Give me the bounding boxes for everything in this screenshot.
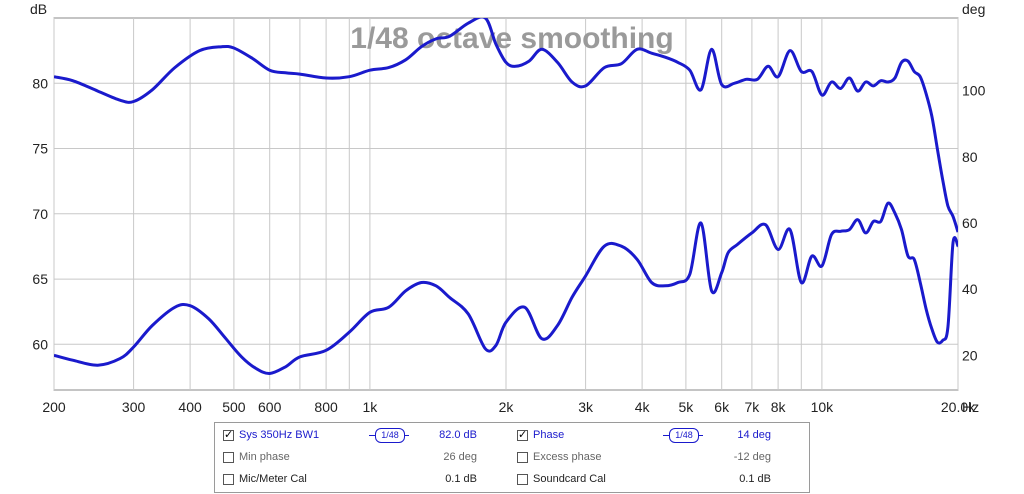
x-tick-label: 10k	[811, 399, 835, 415]
right-axis-unit: deg	[962, 1, 985, 17]
legend-label: Soundcard Cal	[533, 473, 606, 485]
y-right-tick-label: 20	[962, 347, 978, 363]
y-right-tick-label: 100	[962, 83, 986, 99]
y-left-tick-labels: 60 65 70 75 80	[32, 75, 48, 352]
frequency-response-chart: 200 300 400 500 600 800 1k 2k 3k 4k 5k 6k 7k 8k 10k 20.…	[30, 1, 986, 415]
legend-label: Sys 350Hz BW1	[239, 429, 320, 441]
x-tick-label: 8k	[771, 399, 787, 415]
x-tick-label: 6k	[714, 399, 730, 415]
x-tick-label: 1k	[363, 399, 379, 415]
y-left-tick-label: 60	[32, 336, 48, 352]
y-left-tick-label: 80	[32, 75, 48, 91]
legend-value: 0.1 dB	[445, 473, 477, 485]
x-tick-label: 400	[178, 399, 202, 415]
x-tick-label: 2k	[499, 399, 515, 415]
chart-title: 1/48 octave smoothing	[350, 22, 673, 55]
excessphase-checkbox[interactable]	[517, 452, 528, 463]
y-left-tick-label: 70	[32, 206, 48, 222]
legend-label: Mic/Meter Cal	[239, 473, 307, 485]
sys-checkbox[interactable]: ✓	[223, 429, 234, 441]
x-tick-label: 4k	[635, 399, 651, 415]
check-mark-icon: ✓	[518, 429, 528, 441]
y-left-tick-label: 75	[32, 141, 48, 157]
legend-value: 0.1 dB	[739, 473, 771, 485]
x-tick-label: 20.0k	[941, 399, 976, 415]
spl-series-line	[54, 18, 958, 233]
legend-label: Excess phase	[533, 451, 602, 463]
legend-panel: ✓ Sys 350Hz BW1 1/48 82.0 dB ✓ Phase 1/48 14 de…	[214, 422, 810, 493]
x-tick-label: 200	[42, 399, 66, 415]
smoothing-button[interactable]: 1/48	[375, 428, 405, 443]
legend-value: -12 deg	[733, 451, 771, 463]
x-tick-label: 3k	[578, 399, 594, 415]
left-axis-unit: dB	[30, 1, 47, 17]
y-right-tick-labels: 20 40 60 80 100	[962, 83, 986, 364]
x-tick-label: 300	[122, 399, 146, 415]
micmeter-checkbox[interactable]	[223, 474, 234, 485]
legend-value: 14 deg	[737, 429, 771, 441]
x-tick-label: 5k	[679, 399, 695, 415]
series-group	[54, 18, 958, 376]
x-tick-labels: 200 300 400 500 600 800 1k 2k 3k 4k 5k 6k 7k 8k 10k 20.…	[42, 399, 976, 415]
minphase-checkbox[interactable]	[223, 452, 234, 463]
smoothing-button[interactable]: 1/48	[669, 428, 699, 443]
phase-series-line	[54, 201, 958, 376]
y-right-tick-label: 80	[962, 149, 978, 165]
legend-label: Phase	[533, 429, 565, 441]
check-mark-icon: ✓	[224, 429, 234, 441]
y-right-tick-label: 60	[962, 215, 978, 231]
y-left-tick-label: 65	[32, 271, 48, 287]
x-axis-unit: Hz	[962, 399, 979, 415]
phase-checkbox[interactable]: ✓	[517, 429, 528, 441]
soundcard-checkbox[interactable]	[517, 474, 528, 485]
legend-value: 26 deg	[443, 451, 477, 463]
grid-lines	[53, 18, 959, 390]
y-right-tick-label: 40	[962, 281, 978, 297]
x-tick-label: 7k	[745, 399, 761, 415]
x-tick-label: 500	[222, 399, 246, 415]
legend-label: Min phase	[239, 451, 290, 463]
legend-value: 82.0 dB	[439, 429, 477, 441]
x-tick-label: 800	[314, 399, 338, 415]
x-tick-label: 600	[258, 399, 282, 415]
